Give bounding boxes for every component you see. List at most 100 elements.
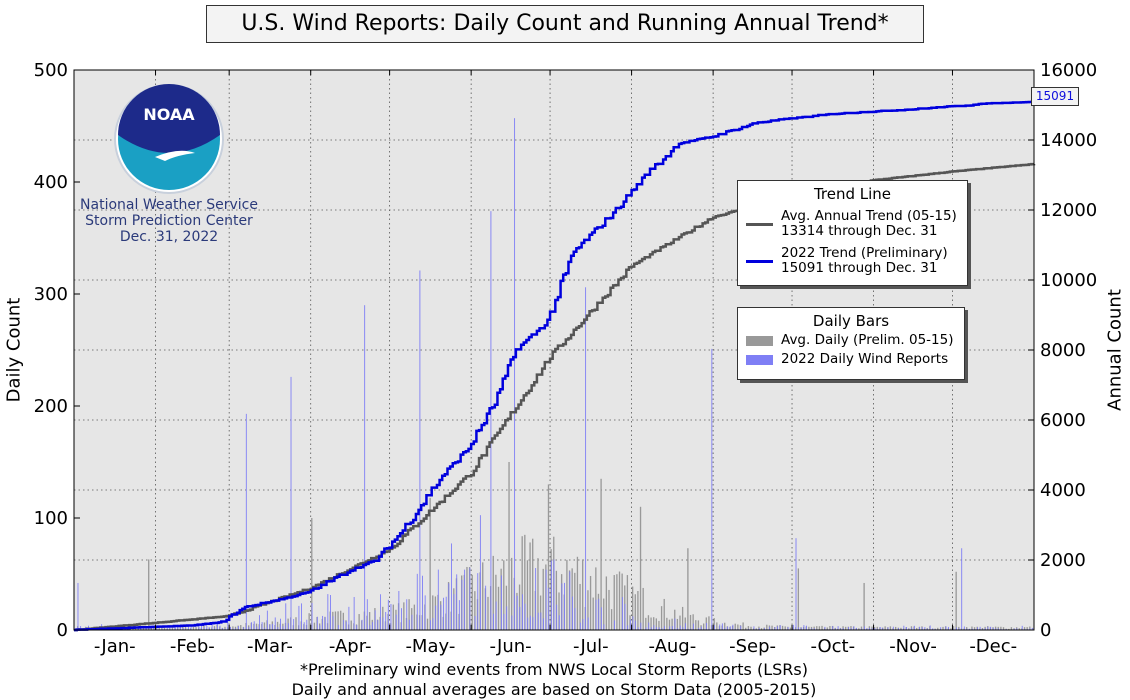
avg-daily-bar <box>426 618 429 630</box>
daily-2022-bar <box>982 628 984 630</box>
avg-daily-bar <box>195 627 197 630</box>
trend-legend: Trend Line Avg. Annual Trend (05-15) 133… <box>737 180 968 286</box>
daily-2022-bar <box>955 627 957 630</box>
daily-2022-bar <box>203 627 205 630</box>
y2-tick-label: 6000 <box>1040 410 1086 431</box>
avg-daily-bar <box>816 626 818 630</box>
daily-2022-bar <box>311 603 313 630</box>
avg-daily-bar <box>432 595 434 630</box>
daily-2022-bar <box>253 621 255 630</box>
avg-daily-bar <box>600 478 602 630</box>
daily-2022-bar <box>832 626 834 630</box>
chart-title: U.S. Wind Reports: Daily Count and Runni… <box>206 5 924 43</box>
daily-2022-bar <box>211 624 213 630</box>
daily-2022-bar <box>485 585 487 630</box>
logo-date: Dec. 31, 2022 <box>119 229 219 245</box>
daily-2022-bar <box>256 626 258 630</box>
y2-tick-label: 12000 <box>1040 200 1097 221</box>
avg-daily-bar <box>876 626 878 630</box>
daily-2022-bar <box>711 348 713 630</box>
avg-daily-bar <box>592 597 594 630</box>
avg-daily-bar <box>697 620 700 630</box>
daily-2022-bar <box>906 627 907 630</box>
daily-2022-bar <box>140 628 142 630</box>
daily-2022-bar <box>653 625 655 630</box>
daily-2022-bar <box>372 622 374 630</box>
avg-daily-bar <box>1008 628 1010 630</box>
daily-2022-bar <box>1021 625 1023 630</box>
daily-2022-bar <box>406 599 408 630</box>
daily-2022-bar <box>298 605 300 630</box>
daily-2022-bar <box>529 615 531 630</box>
x-tick-label: -Apr- <box>329 636 372 657</box>
avg-daily-bar <box>737 624 739 630</box>
avg-daily-bar <box>184 626 187 630</box>
daily-2022-bar <box>503 613 505 630</box>
daily-2022-bar <box>574 607 576 630</box>
daily-2022-bar <box>748 628 750 630</box>
avg-daily-bar <box>955 571 957 630</box>
daily-2022-bar <box>356 625 358 630</box>
noaa-logo-text: NOAA <box>143 105 195 124</box>
daily-2022-bar <box>461 579 463 630</box>
avg-daily-bar <box>639 506 642 630</box>
avg-daily-bar <box>311 518 313 630</box>
daily-2022-bar <box>758 627 760 630</box>
daily-2022-bar <box>361 619 363 630</box>
avg-daily-bar <box>537 558 539 630</box>
y-tick-label: 300 <box>34 284 68 305</box>
logo-line-1: National Weather Service <box>80 197 258 213</box>
daily-2022-bar <box>395 614 397 630</box>
daily-2022-bar <box>579 622 581 630</box>
daily-2022-bar <box>929 625 931 630</box>
daily-2022-bar <box>700 626 702 630</box>
daily-2022-bar <box>661 627 663 630</box>
daily-2022-bar <box>337 624 339 630</box>
avg-trend-label-1: Avg. Annual Trend (05-15) <box>781 208 957 224</box>
avg-daily-bar <box>158 627 160 630</box>
daily-2022-bar <box>874 628 876 630</box>
avg-daily-bar <box>524 534 526 630</box>
avg-daily-bar <box>497 586 500 630</box>
daily-2022-bar <box>774 627 776 630</box>
daily-2022-bar <box>198 625 200 630</box>
avg-daily-bar <box>681 606 684 630</box>
daily-2022-bar <box>251 622 253 630</box>
daily-2022-bar <box>969 628 971 630</box>
avg-daily-bar <box>474 591 476 630</box>
daily-2022-bar <box>169 627 171 630</box>
avg-daily-bar <box>971 626 973 630</box>
avg-daily-bar <box>429 497 431 630</box>
daily-2022-bar <box>984 628 986 630</box>
daily-2022-bar <box>853 626 855 630</box>
daily-2022-bar <box>522 594 523 630</box>
daily-2022-bar <box>671 626 673 630</box>
avg-daily-bar <box>818 626 821 630</box>
daily-2022-bar <box>219 625 221 630</box>
daily-2022-bar <box>685 623 686 630</box>
avg-daily-bar <box>631 586 634 630</box>
avg-daily-bar <box>781 625 784 630</box>
daily-2022-bar <box>600 607 602 630</box>
daily-2022-bar <box>548 587 550 630</box>
y-tick-label: 100 <box>34 508 68 529</box>
avg-daily-bar <box>713 618 715 630</box>
daily-2022-bar <box>330 595 331 630</box>
avg-daily-bar <box>492 555 494 630</box>
y2-tick-label: 0 <box>1040 620 1051 641</box>
daily-2022-bar <box>569 571 571 630</box>
daily-2022-bar <box>690 628 692 630</box>
bars-legend: Daily Bars Avg. Daily (Prelim. 05-15) 20… <box>737 307 965 380</box>
daily-2022-bar <box>243 627 245 630</box>
avg-daily-bar <box>687 548 689 630</box>
avg-daily-bar <box>232 626 234 630</box>
daily-2022-bar <box>913 625 915 630</box>
daily-2022-bar <box>614 620 615 630</box>
daily-2022-bar <box>224 628 226 630</box>
y2-tick-label: 10000 <box>1040 270 1097 291</box>
avg-daily-bar <box>337 611 339 630</box>
daily-2022-bar <box>493 613 494 630</box>
avg-bar-swatch <box>746 335 773 346</box>
daily-2022-bar <box>708 628 710 630</box>
trend-2022-label-1: 2022 Trend (Preliminary) <box>781 245 948 261</box>
